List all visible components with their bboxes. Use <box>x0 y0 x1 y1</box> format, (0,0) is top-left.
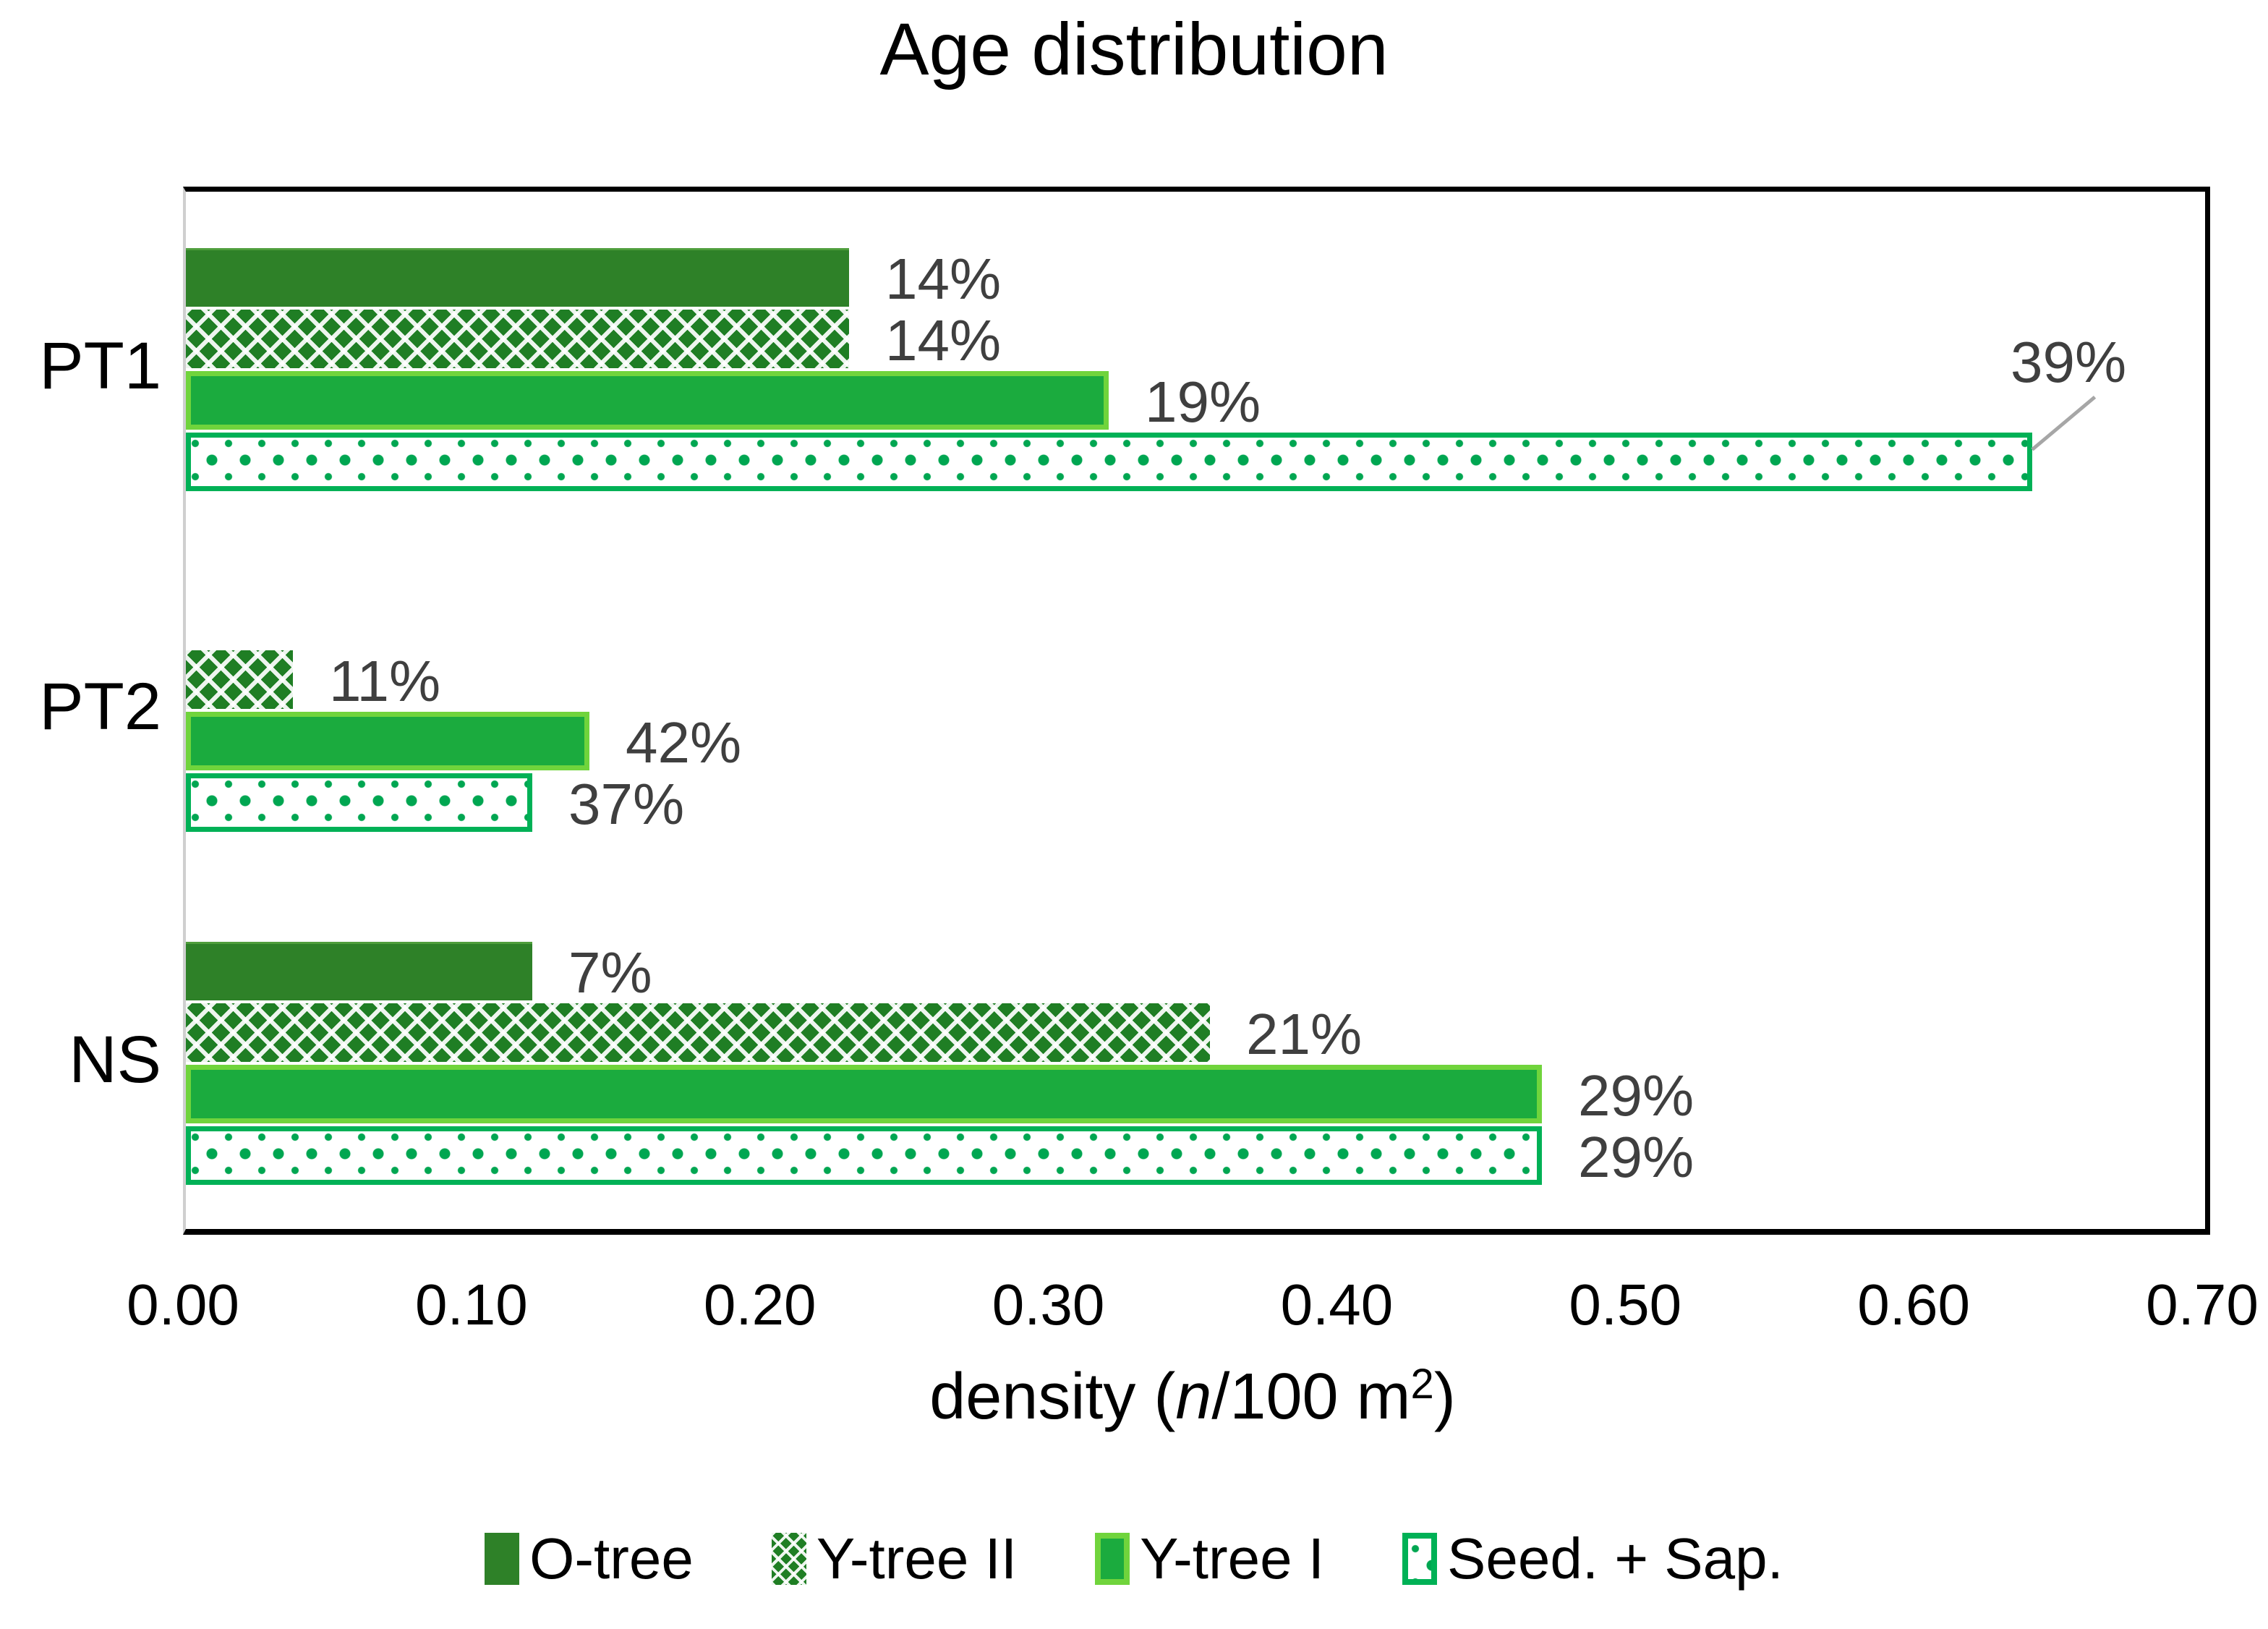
bar-label: 7% <box>568 940 652 1005</box>
bar-ns-y-tree-ii <box>186 1003 1210 1062</box>
category-label-ns: NS <box>69 1022 161 1097</box>
plot-area: 14% 7% 14% 11% 21% 19% 42% 29% 39% 37% 29% <box>183 187 2210 1235</box>
legend-label: Y-tree II <box>816 1526 1018 1591</box>
x-tick: 0.60 <box>1857 1272 1970 1337</box>
x-axis-title-units: /100 m <box>1211 1361 1411 1433</box>
legend-swatch-icon <box>771 1533 806 1585</box>
x-axis-title-close: ) <box>1433 1361 1456 1433</box>
bar-label: 29% <box>1578 1063 1694 1128</box>
callout-line <box>2031 395 2097 451</box>
bar-label: 37% <box>568 771 685 836</box>
category-label-pt1: PT1 <box>39 328 161 403</box>
legend-item-o-tree: O-tree <box>485 1526 694 1592</box>
bar-pt2-seed-sap- <box>186 773 532 832</box>
bar-label: 11% <box>329 648 441 713</box>
legend-label: O-tree <box>529 1526 694 1591</box>
legend-item-seed-sap-: Seed. + Sap. <box>1402 1526 1783 1592</box>
bar-pt1-y-tree-i <box>186 371 1109 430</box>
bar-label: 29% <box>1578 1124 1694 1189</box>
x-tick: 0.20 <box>703 1272 817 1337</box>
legend-item-y-tree-i: Y-tree I <box>1095 1526 1324 1592</box>
bar-pt2-y-tree-i <box>186 712 589 770</box>
bar-pt1-seed-sap- <box>186 433 2032 491</box>
x-axis-title-superscript: 2 <box>1410 1361 1434 1408</box>
bar-ns-y-tree-i <box>186 1065 1542 1123</box>
legend-item-y-tree-ii: Y-tree II <box>771 1526 1018 1592</box>
legend: O-tree Y-tree II Y-tree I Seed. + Sap. <box>0 1519 2268 1599</box>
bar-label: 42% <box>626 710 742 775</box>
bar-label: 14% <box>885 307 1002 373</box>
bar-label: 39% <box>2011 329 2127 394</box>
chart-title: Age distribution <box>879 8 1389 90</box>
bar-label: 14% <box>885 246 1002 311</box>
x-tick: 0.70 <box>2146 1272 2259 1337</box>
bar-label: 19% <box>1145 369 1261 434</box>
x-tick: 0.10 <box>414 1272 528 1337</box>
x-tick: 0.50 <box>1569 1272 1682 1337</box>
x-tick: 0.40 <box>1280 1272 1394 1337</box>
x-axis-title: density (n/100 m2) <box>183 1360 2202 1434</box>
bar-ns-seed-sap- <box>186 1126 1542 1185</box>
x-tick: 0.30 <box>992 1272 1105 1337</box>
legend-swatch-icon <box>1402 1533 1438 1585</box>
legend-swatch-icon <box>1095 1533 1130 1585</box>
x-axis-title-text: density ( <box>929 1361 1176 1433</box>
bar-pt2-y-tree-ii <box>186 650 293 709</box>
legend-label: Y-tree I <box>1140 1526 1325 1591</box>
legend-swatch-icon <box>485 1533 520 1585</box>
x-tick: 0.00 <box>127 1272 239 1337</box>
x-axis-title-variable: n <box>1175 1361 1212 1433</box>
bar-pt1-o-tree <box>186 248 849 307</box>
legend-label: Seed. + Sap. <box>1447 1526 1783 1591</box>
bar-label: 21% <box>1246 1001 1363 1066</box>
category-label-pt2: PT2 <box>39 669 161 744</box>
bar-ns-o-tree <box>186 942 532 1000</box>
bar-pt1-y-tree-ii <box>186 310 849 368</box>
